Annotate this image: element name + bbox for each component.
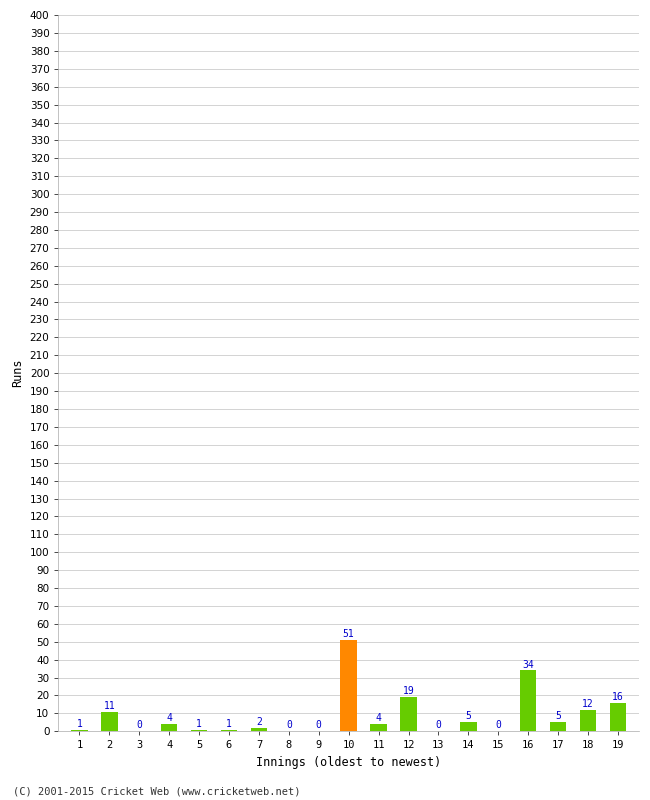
Text: 5: 5 [555,711,561,722]
Text: 0: 0 [495,721,501,730]
Text: 16: 16 [612,692,624,702]
Bar [191,730,207,731]
Bar [71,730,88,731]
Text: 2: 2 [256,717,262,727]
Text: 0: 0 [136,721,142,730]
Text: 5: 5 [465,711,471,722]
Text: 1: 1 [77,718,83,729]
Bar [460,722,476,731]
Bar [580,710,596,731]
Text: 1: 1 [226,718,232,729]
X-axis label: Innings (oldest to newest): Innings (oldest to newest) [256,756,441,769]
Bar [221,730,237,731]
Y-axis label: Runs: Runs [11,359,24,387]
Bar [610,702,626,731]
Text: 4: 4 [166,714,172,723]
Bar [400,698,417,731]
Bar [251,728,267,731]
Bar [341,640,357,731]
Bar [550,722,566,731]
Text: 0: 0 [316,721,322,730]
Text: 51: 51 [343,629,354,639]
Text: 0: 0 [286,721,292,730]
Text: (C) 2001-2015 Cricket Web (www.cricketweb.net): (C) 2001-2015 Cricket Web (www.cricketwe… [13,786,300,796]
Bar [101,712,118,731]
Bar [161,724,177,731]
Text: 1: 1 [196,718,202,729]
Text: 34: 34 [523,659,534,670]
Bar [520,670,536,731]
Text: 12: 12 [582,699,594,709]
Text: 4: 4 [376,714,382,723]
Text: 11: 11 [103,701,115,710]
Bar [370,724,387,731]
Text: 19: 19 [402,686,415,696]
Text: 0: 0 [436,721,441,730]
